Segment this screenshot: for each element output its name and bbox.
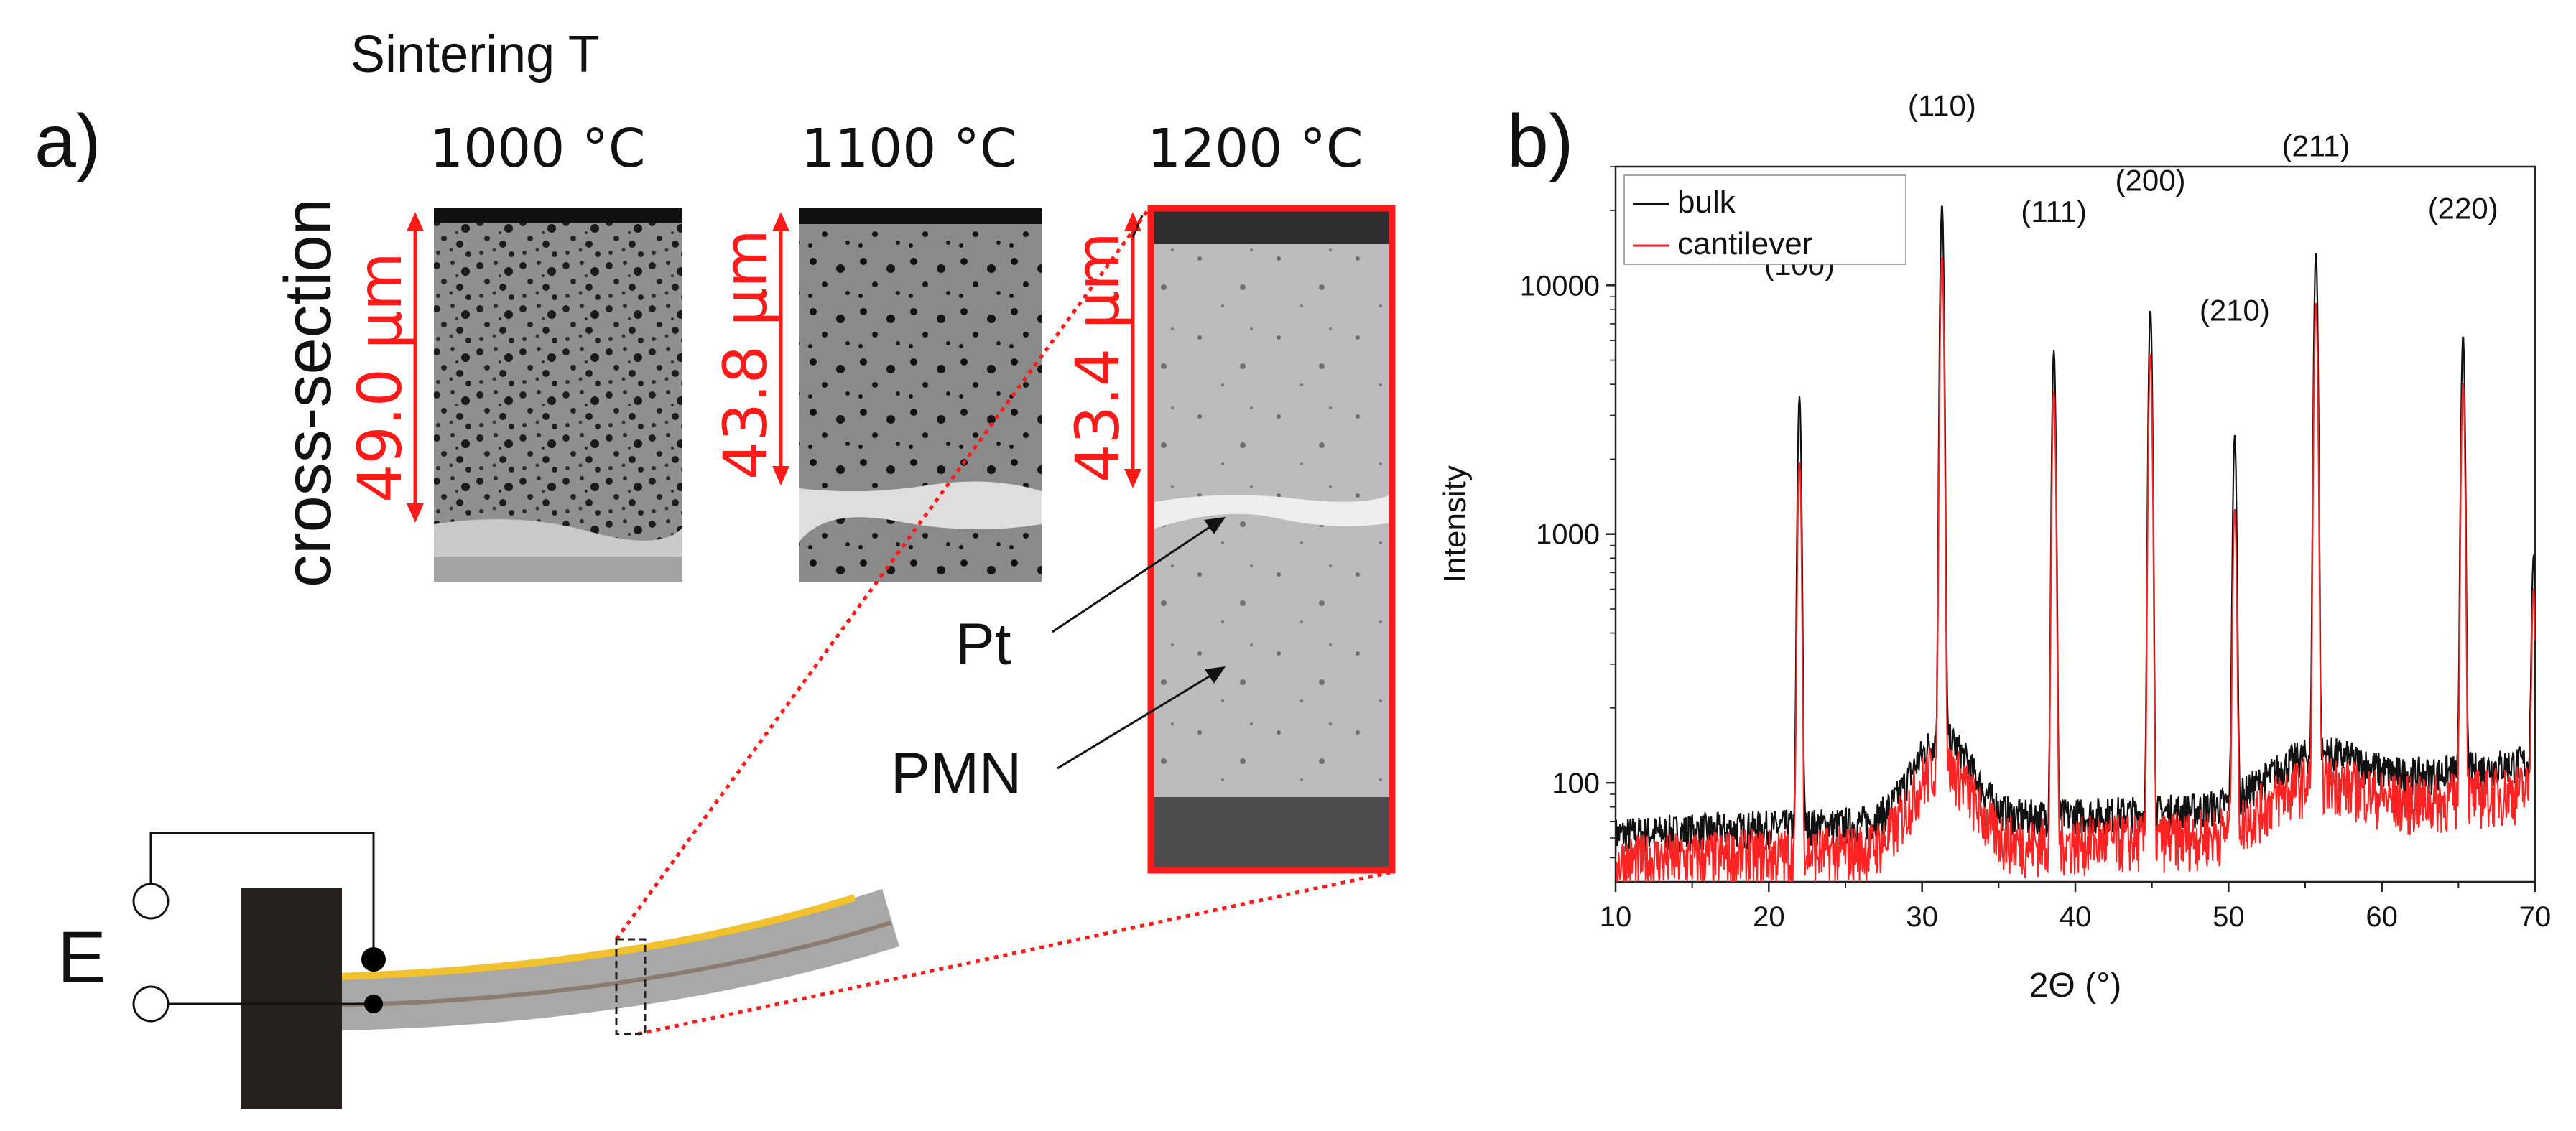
zoom-line-top	[614, 207, 1152, 941]
middle-electrode	[337, 921, 891, 1007]
peak-label: (211)	[2281, 129, 2350, 163]
clamp-block	[241, 888, 342, 1109]
pt-pointer-arrow	[1052, 517, 1226, 633]
contact-bottom	[364, 995, 383, 1013]
legend: bulk cantilever	[1623, 174, 1906, 265]
highlight-frame	[1147, 205, 1396, 874]
peak-label: (210)	[2200, 294, 2270, 327]
legend-label-cantilever: cantilever	[1677, 226, 1812, 261]
temperature-label-1000: 1000 °C	[430, 118, 646, 180]
peak-label: (111)	[2021, 195, 2087, 228]
x-axis-title: 2Θ (°)	[2029, 967, 2122, 1005]
cross-section-label: cross-section	[272, 198, 345, 587]
thickness-arrow-1100	[772, 212, 789, 485]
panel-b-label: b)	[1507, 100, 1573, 183]
peak-label: (110)	[1908, 88, 1976, 122]
field-label: E	[57, 916, 106, 998]
cantilever-schematic: E	[57, 832, 899, 1109]
y-tick-label: 1000	[1536, 519, 1600, 551]
thickness-label-1100: 43.8 µm	[710, 229, 781, 480]
y-tick-label: 10000	[1520, 270, 1600, 302]
x-tick-label: 30	[1906, 901, 1938, 933]
top-electrode	[337, 894, 856, 980]
x-tick-label: 70	[2519, 901, 2552, 933]
series-layer	[1616, 205, 2535, 882]
panel-a: a) Sintering T cross-section 1000 °C 110…	[34, 26, 1396, 1109]
series-line-cantilever	[1616, 256, 2535, 882]
legend-label-bulk: bulk	[1677, 185, 1736, 220]
zoom-line-bottom	[637, 870, 1391, 1036]
peak-label: (200)	[2116, 164, 2186, 197]
micrograph-1000	[434, 208, 682, 582]
x-tick-label: 10	[1600, 901, 1632, 933]
sintering-header: Sintering T	[351, 26, 600, 83]
x-tick-label: 50	[2213, 901, 2245, 933]
x-tick-label: 20	[1753, 901, 1785, 933]
x-tick-label: 60	[2366, 901, 2398, 933]
panel-a-label: a)	[34, 100, 101, 183]
terminal-bottom	[132, 985, 170, 1023]
x-tick-label: 40	[2060, 901, 2092, 933]
temperature-label-1100: 1100 °C	[801, 118, 1017, 180]
thickness-label-1000: 49.0 µm	[345, 252, 415, 503]
micrograph-1200	[1147, 205, 1396, 874]
thickness-label-1200: 43.4 µm	[1062, 232, 1133, 483]
peak-label: (220)	[2428, 192, 2498, 225]
plot-frame	[1614, 165, 2536, 883]
thickness-arrow-1000	[407, 212, 424, 523]
micrograph-1100	[799, 208, 1042, 582]
terminal-top	[132, 883, 170, 920]
pmn-pointer-arrow	[1057, 666, 1226, 770]
axis-layer: 10 20 30 40 50 60 70 100 1000 10000	[1520, 166, 2552, 933]
y-axis-title: Intensity	[1437, 465, 1473, 583]
pt-label: Pt	[955, 612, 1011, 677]
sample-area-box	[615, 938, 647, 1035]
temperature-label-1200: 1200 °C	[1147, 118, 1363, 180]
contact-top	[361, 947, 386, 972]
pmn-label: PMN	[891, 741, 1021, 806]
wiring	[149, 832, 375, 1005]
y-tick-label: 100	[1552, 768, 1600, 799]
legend-box	[1623, 174, 1906, 265]
